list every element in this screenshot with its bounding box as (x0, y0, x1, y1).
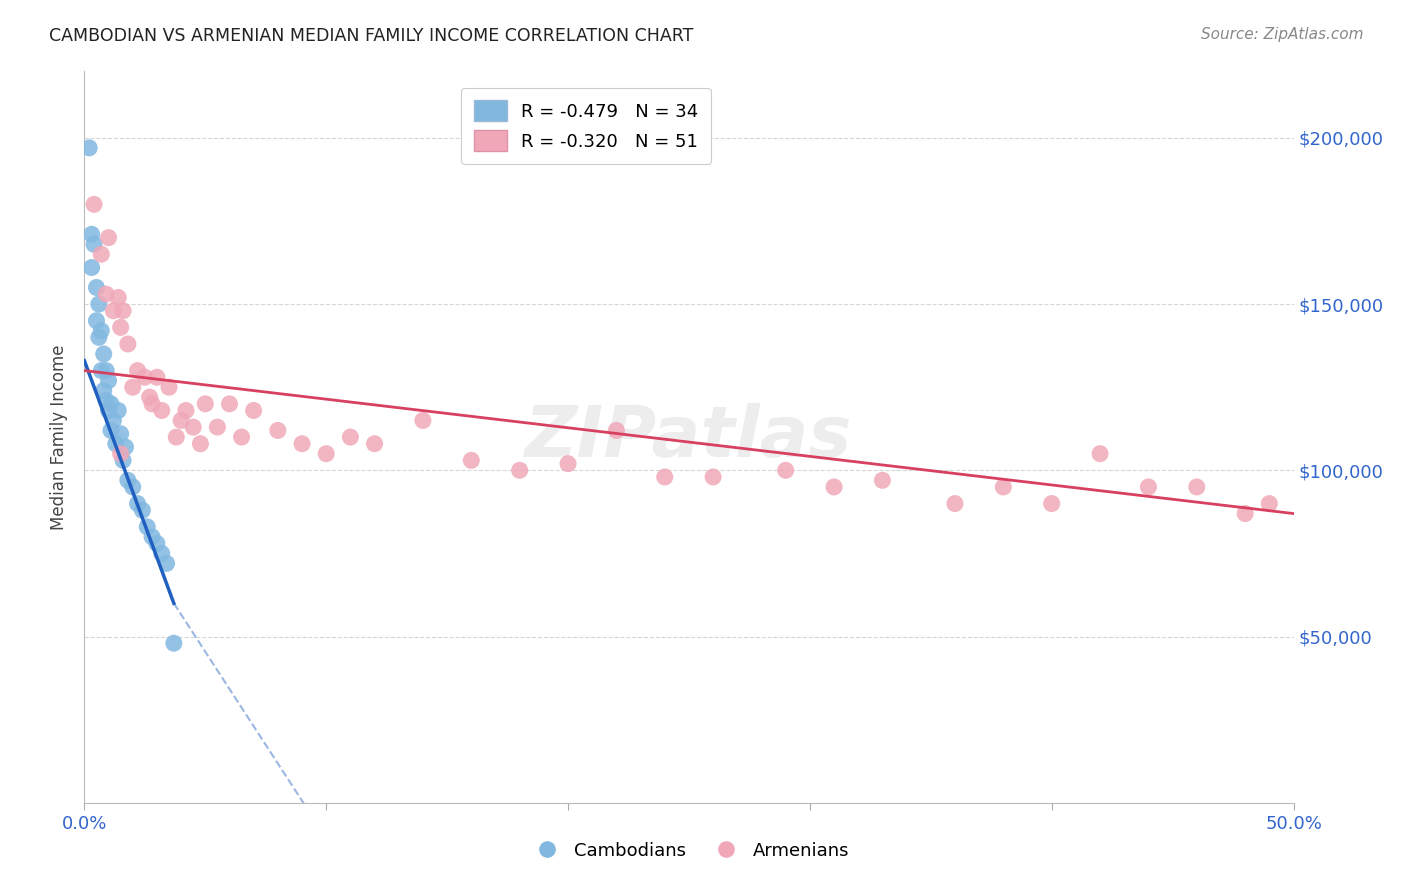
Point (174, 403, 197, 417)
Text: Source: ZipAtlas.com: Source: ZipAtlas.com (1201, 27, 1364, 42)
Point (93, 384, 115, 398)
Point (1137, 480, 1160, 494)
Point (509, 463, 531, 477)
Point (654, 470, 676, 484)
Point (1040, 497, 1063, 511)
Point (190, 436, 212, 450)
Point (163, 636, 186, 650)
Point (104, 436, 127, 450)
Point (90, 324, 112, 338)
Point (117, 473, 139, 487)
Text: CAMBODIAN VS ARMENIAN MEDIAN FAMILY INCOME CORRELATION CHART: CAMBODIAN VS ARMENIAN MEDIAN FAMILY INCO… (49, 27, 693, 45)
Point (1088, 447, 1111, 461)
Point (97, 230, 120, 244)
Point (181, 420, 204, 434)
Point (1234, 507, 1257, 521)
Point (775, 463, 797, 477)
Point (97, 374, 120, 388)
Point (103, 303, 125, 318)
Point (90, 363, 112, 377)
Point (86, 314, 108, 328)
Text: ZIPatlas: ZIPatlas (526, 402, 852, 472)
Point (231, 430, 253, 444)
Point (141, 530, 163, 544)
Point (127, 497, 149, 511)
Point (131, 503, 153, 517)
Point (339, 430, 361, 444)
Point (150, 403, 173, 417)
Point (138, 390, 160, 404)
Point (136, 520, 159, 534)
Legend: Cambodians, Armenians: Cambodians, Armenians (522, 835, 856, 867)
Point (86, 280, 108, 294)
Point (107, 403, 129, 417)
Point (1185, 480, 1208, 494)
Point (83, 237, 105, 252)
Point (127, 363, 149, 377)
Point (267, 424, 290, 438)
Point (121, 480, 143, 494)
Point (605, 424, 627, 438)
Point (157, 380, 180, 394)
Point (107, 290, 129, 304)
Point (87, 330, 110, 344)
Point (110, 426, 132, 441)
Point (291, 436, 314, 450)
Point (121, 380, 143, 394)
Point (1258, 497, 1281, 511)
Point (146, 536, 169, 550)
Point (93, 347, 115, 361)
Point (150, 546, 173, 560)
Point (823, 480, 845, 494)
Point (141, 397, 163, 411)
Point (207, 420, 229, 434)
Point (100, 397, 122, 411)
Point (170, 413, 193, 427)
Y-axis label: Median Family Income: Median Family Income (51, 344, 69, 530)
Point (134, 370, 156, 384)
Point (77, 141, 100, 155)
Point (993, 480, 1015, 494)
Point (702, 470, 724, 484)
Point (872, 473, 894, 487)
Point (146, 370, 169, 384)
Point (114, 440, 136, 454)
Point (412, 413, 434, 427)
Point (110, 320, 132, 334)
Point (100, 424, 122, 438)
Point (943, 497, 966, 511)
Point (117, 337, 139, 351)
Point (363, 436, 385, 450)
Point (242, 403, 264, 417)
Point (90, 247, 112, 261)
Point (165, 430, 187, 444)
Point (80, 260, 103, 275)
Point (94, 363, 117, 377)
Point (557, 457, 579, 471)
Point (87, 297, 110, 311)
Point (112, 303, 135, 318)
Point (97, 403, 120, 417)
Point (315, 447, 337, 461)
Point (94, 393, 117, 408)
Point (194, 397, 217, 411)
Point (112, 453, 135, 467)
Point (83, 197, 105, 211)
Point (80, 227, 103, 242)
Point (94, 287, 117, 301)
Point (460, 453, 482, 467)
Point (103, 413, 125, 427)
Point (110, 447, 132, 461)
Point (155, 557, 177, 571)
Point (218, 397, 240, 411)
